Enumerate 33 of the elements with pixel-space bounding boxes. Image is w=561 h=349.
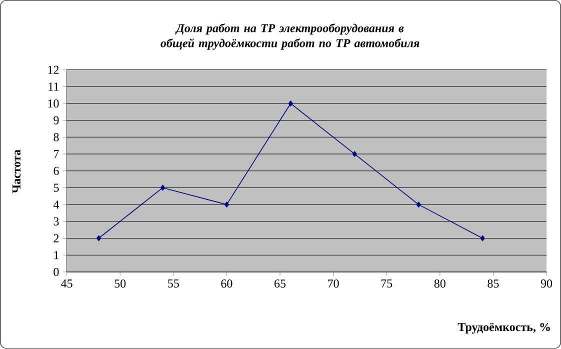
chart-title: Доля работ на ТР электрооборудования в общей трудоёмкости работ по ТР автомобиля — [160, 24, 420, 50]
y-axis-title: Частота — [12, 150, 20, 194]
x-axis-title: Трудоёмкость, % — [458, 323, 550, 334]
y-tick-label: 0 — [54, 268, 59, 276]
point — [96, 235, 102, 242]
point — [288, 100, 293, 107]
x-tick-label: 80 — [434, 280, 446, 288]
point — [224, 202, 229, 208]
x-tick-label: 45 — [61, 280, 72, 288]
y-tick-label: 10 — [48, 100, 59, 108]
y-tick-label: 3 — [54, 217, 59, 226]
x-tick-label: 60 — [221, 280, 232, 288]
y-tick-label: 8 — [54, 133, 59, 142]
x-tick-label: 75 — [381, 280, 392, 288]
point — [352, 151, 357, 158]
y-tick-label: 7 — [54, 150, 59, 158]
y-tick-label: 5 — [54, 184, 59, 192]
x-tick-label: 70 — [328, 280, 339, 288]
x-tick-label: 55 — [168, 280, 179, 288]
y-tick-label: 9 — [54, 116, 59, 124]
x-tick-label: 50 — [114, 280, 126, 288]
y-tick-label: 6 — [54, 166, 59, 176]
x-tick-label: 90 — [540, 280, 552, 288]
y-tick-label: 2 — [54, 234, 59, 242]
point — [416, 202, 421, 208]
y-tick-label: 1 — [54, 251, 59, 260]
y-tick-label: 4 — [53, 200, 60, 209]
point — [160, 184, 166, 191]
y-tick-label: 12 — [48, 66, 59, 74]
point — [480, 235, 485, 242]
x-tick-label: 85 — [488, 280, 499, 288]
x-tick-label: 65 — [274, 280, 286, 288]
y-tick-label: 11 — [48, 82, 59, 91]
